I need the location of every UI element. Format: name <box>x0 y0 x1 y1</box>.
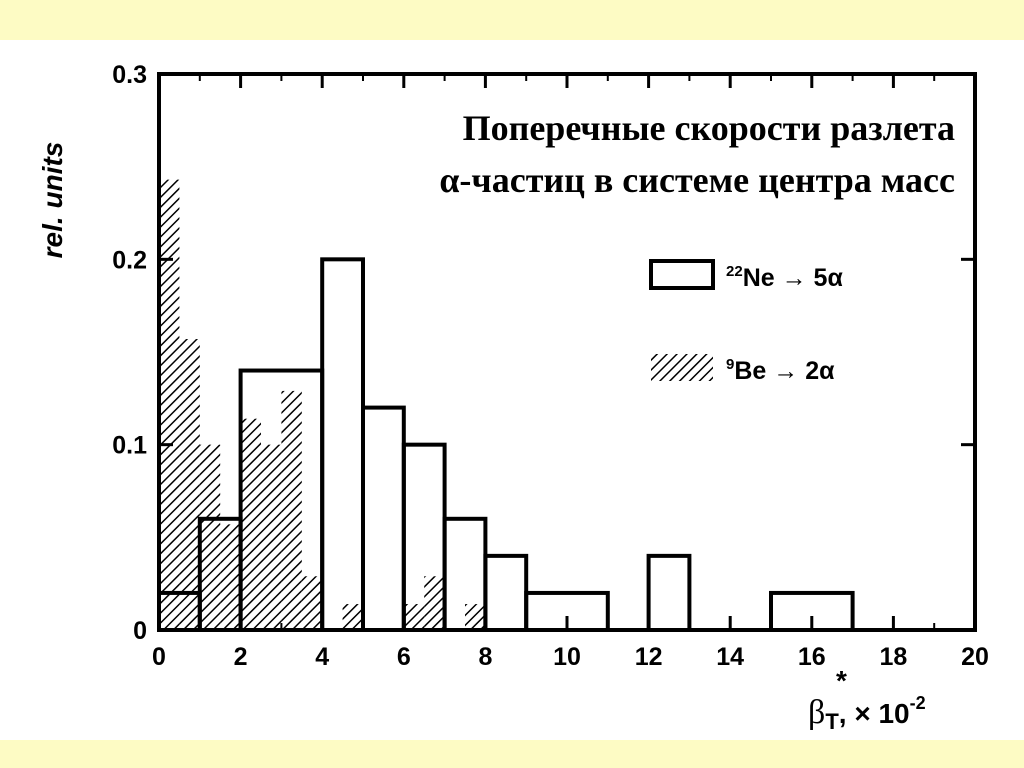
chart-title-line-2: α-частиц в системе центра масс <box>439 160 955 200</box>
legend-label-be: 9Be → 2α <box>726 356 835 385</box>
y-tick-label-0: 0 <box>133 617 147 645</box>
ne-bar-4 <box>361 405 406 632</box>
y-tick-label-3: 0.3 <box>112 61 147 89</box>
x-axis-label: βT, × 10-2 <box>808 693 926 734</box>
x-tick-label-6: 12 <box>635 643 663 671</box>
be-series-bars <box>159 179 486 630</box>
x-tick-labels: 0 2 4 6 8 10 12 14 16 18 20 <box>152 643 989 671</box>
ne-bar-3 <box>320 257 366 632</box>
axis-ticks <box>157 72 977 632</box>
be-bar-11 <box>465 604 486 630</box>
legend-label-ne-sup: 22 <box>726 263 743 280</box>
be-bar-1 <box>179 339 200 630</box>
legend: 22Ne → 5α 9Be → 2α <box>649 259 843 385</box>
legend-label-be-sup: 9 <box>726 356 734 373</box>
be-bar-0 <box>159 179 180 630</box>
legend-swatch-hatched <box>651 354 713 381</box>
be-bar-5 <box>261 444 282 630</box>
be-bar-9 <box>403 604 425 630</box>
x-tick-label-0: 0 <box>152 643 166 671</box>
x-label-superscript: * <box>836 665 847 696</box>
x-tick-label-8: 16 <box>798 643 826 671</box>
legend-label-ne: 22Ne → 5α <box>726 263 843 292</box>
legend-label-ne-text: Ne → 5α <box>743 264 844 292</box>
x-tick-label-7: 14 <box>716 643 744 671</box>
be-bar-6 <box>281 390 302 630</box>
legend-label-be-text: Be → 2α <box>734 357 835 385</box>
y-axis-label: rel. units <box>37 142 68 259</box>
ne-bar-7 <box>483 553 529 632</box>
slide-panel: 0 2 4 6 8 10 12 14 16 18 20 0 0.1 0.2 0.3 Поперечные … <box>0 40 1024 740</box>
x-tick-label-1: 2 <box>234 643 248 671</box>
histogram-chart: 0 2 4 6 8 10 12 14 16 18 20 0 0.1 0.2 0.3 Поперечные … <box>37 61 989 734</box>
x-tick-label-3: 6 <box>397 643 411 671</box>
be-bar-8 <box>342 604 363 630</box>
x-tick-label-4: 8 <box>478 643 492 671</box>
x-label-suffix: , × 10 <box>839 698 910 729</box>
x-tick-label-10: 20 <box>961 643 989 671</box>
chart-title-line-1: Поперечные скорости разлета <box>463 108 955 148</box>
x-tick-label-2: 4 <box>315 643 329 671</box>
be-bar-4 <box>240 418 261 630</box>
y-tick-label-2: 0.2 <box>112 246 147 274</box>
be-bar-10 <box>424 576 445 630</box>
y-tick-label-1: 0.1 <box>112 432 147 460</box>
be-bar-2 <box>199 444 221 630</box>
x-label-subscript: T <box>825 709 839 734</box>
x-tick-label-5: 10 <box>553 643 581 671</box>
be-bar-3 <box>220 524 241 630</box>
x-label-symbol: β <box>808 694 825 731</box>
x-label-exponent: -2 <box>910 693 926 713</box>
ne-bar-10 <box>646 553 692 632</box>
x-tick-label-9: 18 <box>879 643 907 671</box>
y-tick-labels: 0 0.1 0.2 0.3 <box>112 61 147 645</box>
legend-swatch-open <box>649 259 715 290</box>
be-bar-7 <box>301 576 323 630</box>
